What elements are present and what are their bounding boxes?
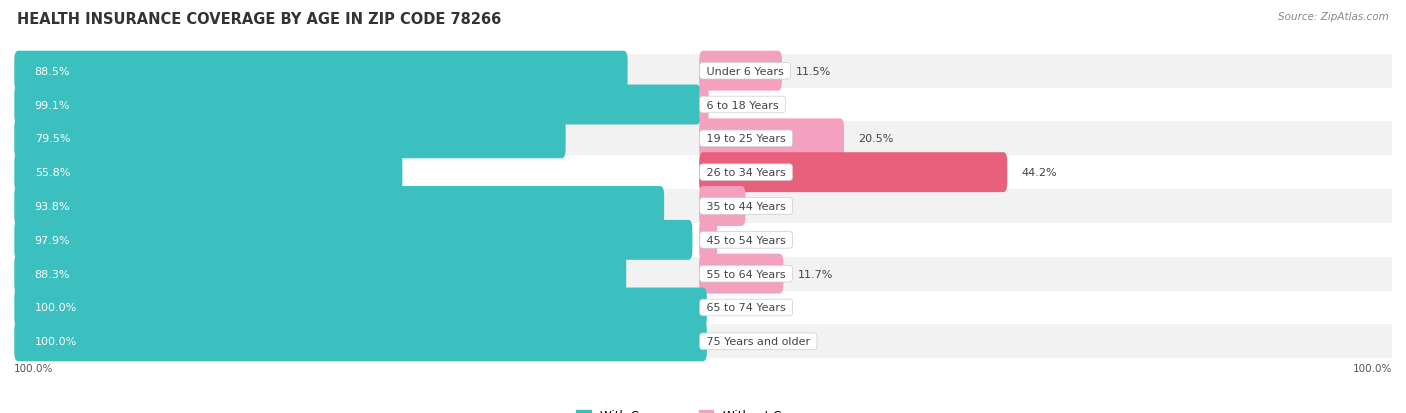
Text: 55 to 64 Years: 55 to 64 Years	[703, 269, 789, 279]
Text: 99.1%: 99.1%	[35, 100, 70, 110]
Text: 6.2%: 6.2%	[759, 202, 787, 211]
FancyBboxPatch shape	[14, 223, 1392, 257]
FancyBboxPatch shape	[14, 88, 1392, 122]
FancyBboxPatch shape	[699, 85, 709, 125]
FancyBboxPatch shape	[699, 153, 1007, 192]
Text: 93.8%: 93.8%	[35, 202, 70, 211]
FancyBboxPatch shape	[14, 288, 707, 328]
FancyBboxPatch shape	[699, 52, 782, 91]
Text: Under 6 Years: Under 6 Years	[703, 66, 787, 76]
Text: 65 to 74 Years: 65 to 74 Years	[703, 303, 789, 313]
Text: 100.0%: 100.0%	[35, 337, 77, 347]
Text: 0.0%: 0.0%	[717, 303, 745, 313]
Text: 79.5%: 79.5%	[35, 134, 70, 144]
FancyBboxPatch shape	[14, 221, 692, 260]
Text: 0.0%: 0.0%	[717, 337, 745, 347]
FancyBboxPatch shape	[14, 156, 1392, 190]
Text: HEALTH INSURANCE COVERAGE BY AGE IN ZIP CODE 78266: HEALTH INSURANCE COVERAGE BY AGE IN ZIP …	[17, 12, 501, 27]
FancyBboxPatch shape	[14, 55, 1392, 88]
Text: 100.0%: 100.0%	[35, 303, 77, 313]
Text: 100.0%: 100.0%	[14, 363, 53, 373]
FancyBboxPatch shape	[699, 221, 717, 260]
FancyBboxPatch shape	[14, 254, 626, 294]
FancyBboxPatch shape	[14, 291, 1392, 325]
FancyBboxPatch shape	[699, 187, 745, 226]
FancyBboxPatch shape	[14, 322, 707, 361]
Text: 45 to 54 Years: 45 to 54 Years	[703, 235, 789, 245]
Text: 11.5%: 11.5%	[796, 66, 831, 76]
Legend: With Coverage, Without Coverage: With Coverage, Without Coverage	[572, 404, 834, 413]
FancyBboxPatch shape	[14, 325, 1392, 358]
Text: 35 to 44 Years: 35 to 44 Years	[703, 202, 789, 211]
FancyBboxPatch shape	[14, 187, 664, 226]
Text: 55.8%: 55.8%	[35, 168, 70, 178]
FancyBboxPatch shape	[14, 122, 1392, 156]
Text: 20.5%: 20.5%	[858, 134, 893, 144]
FancyBboxPatch shape	[14, 257, 1392, 291]
Text: 0.86%: 0.86%	[723, 100, 758, 110]
Text: Source: ZipAtlas.com: Source: ZipAtlas.com	[1278, 12, 1389, 22]
Text: 6 to 18 Years: 6 to 18 Years	[703, 100, 782, 110]
FancyBboxPatch shape	[14, 52, 627, 91]
FancyBboxPatch shape	[14, 190, 1392, 223]
Text: 88.5%: 88.5%	[35, 66, 70, 76]
FancyBboxPatch shape	[14, 85, 700, 125]
Text: 88.3%: 88.3%	[35, 269, 70, 279]
Text: 44.2%: 44.2%	[1021, 168, 1057, 178]
Text: 97.9%: 97.9%	[35, 235, 70, 245]
Text: 26 to 34 Years: 26 to 34 Years	[703, 168, 789, 178]
Text: 11.7%: 11.7%	[797, 269, 832, 279]
Text: 19 to 25 Years: 19 to 25 Years	[703, 134, 789, 144]
Text: 75 Years and older: 75 Years and older	[703, 337, 814, 347]
FancyBboxPatch shape	[14, 153, 402, 192]
Text: 2.1%: 2.1%	[731, 235, 759, 245]
FancyBboxPatch shape	[699, 254, 783, 294]
Text: 100.0%: 100.0%	[1353, 363, 1392, 373]
FancyBboxPatch shape	[699, 119, 844, 159]
FancyBboxPatch shape	[14, 119, 565, 159]
